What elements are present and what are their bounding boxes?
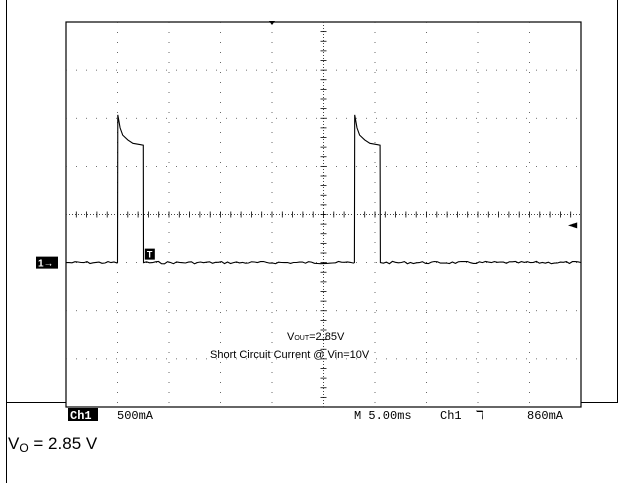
vout-value: =2.85V [309,331,345,343]
readout-trigger-level: 860mA [527,409,564,423]
graticule [66,22,581,407]
frame-left-border [6,0,7,483]
readout-trigger-slope: ℸ [476,409,484,423]
annotation-description: Short Circuit Current @ Vin=10V [210,349,370,361]
caption-prefix: V [8,434,20,453]
frame-right-border [617,0,618,402]
annotation-vout: VOUT=2.85V [287,331,345,343]
trigger-position-marker [269,21,275,25]
waveform [66,114,582,265]
caption-suffix: = 2.85 V [28,434,98,453]
readout-channel-box [68,408,98,421]
readout-timebase: M 5.00ms [354,409,412,423]
readout-channel: Ch1 [70,409,92,423]
ground-marker-box [36,256,58,269]
vout-subscript: OUT [294,335,310,342]
vout-symbol: V [287,331,295,343]
trigger-marker-box [144,248,155,260]
readout-scale: 500mA [117,409,154,423]
scope-markers: 1→ T ◄ [36,21,578,270]
caption: VO = 2.85 V [8,434,97,455]
trigger-marker-label: T [147,250,153,260]
ground-marker-label: 1→ [38,259,54,270]
trigger-level-arrow: ◄ [568,218,578,232]
caption-subscript: O [19,441,29,455]
readout-trigger-channel: Ch1 [440,409,462,423]
current-trace [66,114,582,265]
